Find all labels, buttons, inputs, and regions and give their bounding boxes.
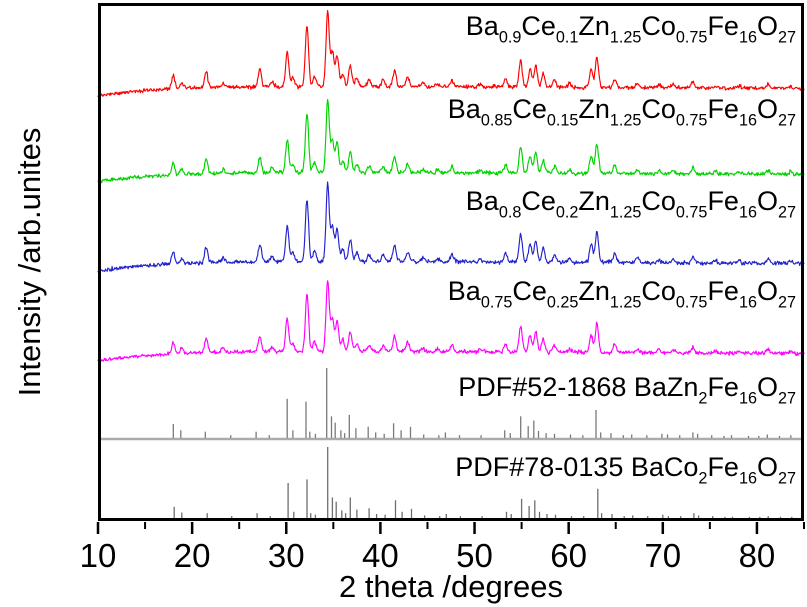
chem-subscript: 2 [698, 389, 708, 408]
chem-subscript: 0.75 [675, 203, 708, 222]
x-tick-label-70: 70 [644, 537, 681, 574]
x-tick-label-30: 30 [268, 537, 305, 574]
chem-subscript: 16 [738, 28, 757, 47]
series-label-sample-0: Ba0.9Ce0.1Zn1.25Co0.75Fe16O27 [465, 11, 796, 47]
chem-subscript: 0.75 [480, 293, 513, 312]
chem-subscript: 1.25 [609, 111, 642, 130]
x-tick-label-20: 20 [174, 537, 211, 574]
chem-subscript: 1.25 [609, 293, 642, 312]
series-label-sample-1: Ba0.85Ce0.15Zn1.25Co0.75Fe16O27 [447, 94, 796, 130]
chem-subscript: 27 [777, 28, 796, 47]
chem-subscript: 27 [777, 469, 796, 488]
chem-subscript: 0.25 [546, 293, 579, 312]
chem-subscript: 27 [777, 111, 796, 130]
chem-subscript: 0.15 [546, 111, 579, 130]
xrd-trace-2 [97, 181, 805, 273]
chem-subscript: 1.25 [609, 203, 642, 222]
chem-subscript: 0.8 [498, 203, 522, 222]
xrd-trace-0 [97, 10, 805, 98]
chem-subscript: 16 [738, 293, 757, 312]
chem-subscript: 16 [738, 469, 757, 488]
series-label-sample-3: Ba0.75Ce0.25Zn1.25Co0.75Fe16O27 [447, 276, 796, 312]
plot-frame [98, 3, 804, 521]
chem-subscript: 16 [738, 389, 757, 408]
y-axis-title: Intensity /arb.unites [12, 127, 47, 397]
x-tick-label-40: 40 [362, 537, 399, 574]
chem-subscript: 0.2 [555, 203, 579, 222]
chem-subscript: 2 [698, 469, 708, 488]
x-axis-title: 2 theta /degrees [338, 569, 564, 604]
chem-subscript: 0.75 [675, 293, 708, 312]
x-tick-label-80: 80 [739, 537, 776, 574]
series-label-pdf-4: PDF#52-1868 BaZn2Fe16O27 [458, 372, 796, 408]
series-label-pdf-5: PDF#78-0135 BaCo2Fe16O27 [455, 452, 796, 488]
x-tick-label-60: 60 [550, 537, 587, 574]
chem-subscript: 0.1 [555, 28, 579, 47]
series-label-sample-2: Ba0.8Ce0.2Zn1.25Co0.75Fe16O27 [465, 186, 796, 222]
chem-subscript: 0.9 [498, 28, 522, 47]
xrd-trace-1 [97, 99, 805, 184]
chem-subscript: 0.75 [675, 28, 708, 47]
x-tick-label-50: 50 [456, 537, 493, 574]
x-tick-label-10: 10 [80, 537, 117, 574]
chem-subscript: 27 [777, 389, 796, 408]
chem-subscript: 16 [738, 203, 757, 222]
chem-subscript: 27 [777, 293, 796, 312]
chem-subscript: 27 [777, 203, 796, 222]
chem-subscript: 16 [738, 111, 757, 130]
chem-subscript: 1.25 [609, 28, 642, 47]
chem-subscript: 0.85 [480, 111, 513, 130]
xrd-trace-3 [97, 280, 805, 364]
chem-subscript: 0.75 [675, 111, 708, 130]
